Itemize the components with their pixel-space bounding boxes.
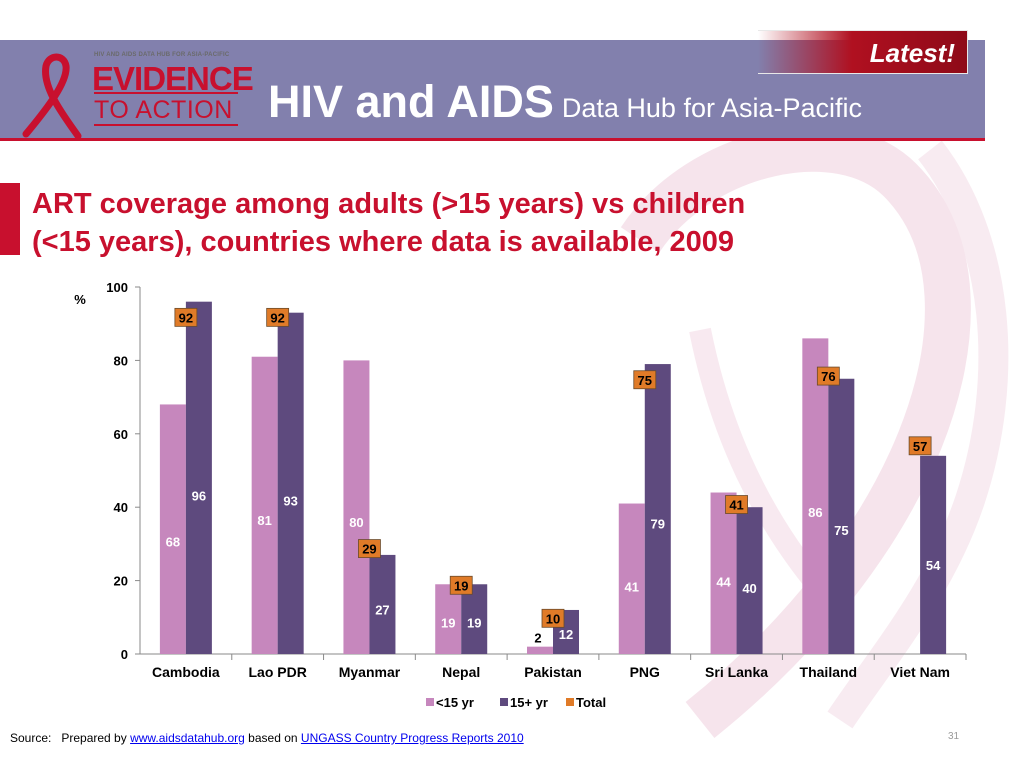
y-tick-label: 80 (114, 353, 128, 368)
slide-title-line2: (<15 years), countries where data is ava… (32, 226, 735, 258)
bar-adult-2 (369, 554, 396, 654)
y-tick-label: 20 (114, 574, 128, 589)
bar-adult-8 (920, 455, 947, 654)
bar-adult-7 (828, 378, 855, 654)
bar-adult-label-1: 93 (283, 493, 297, 508)
bar-adult-label-7: 75 (834, 523, 848, 538)
y-tick-label: 40 (114, 500, 128, 515)
logo-tagline: HIV AND AIDS DATA HUB FOR ASIA-PACIFIC (94, 52, 230, 58)
header-title-sub: Data Hub for Asia-Pacific (561, 93, 862, 123)
bar-adult-label-0: 96 (192, 488, 206, 503)
total-label-1: 92 (270, 310, 284, 325)
y-tick-label: 60 (114, 427, 128, 442)
legend-swatch-0 (426, 698, 434, 706)
bar-child-label-5: 41 (625, 579, 639, 594)
bar-adult-label-5: 79 (651, 517, 665, 532)
total-marker-4 (541, 608, 565, 628)
source-label: Source: (10, 731, 52, 745)
bar-child-label-4: 2 (534, 631, 541, 646)
total-label-7: 76 (821, 369, 835, 384)
bar-adult-3 (461, 584, 488, 654)
y-axis-title: % (74, 292, 86, 307)
header-divider (0, 138, 985, 141)
legend-label-0: <15 yr (436, 695, 474, 710)
bar-child-label-3: 19 (441, 616, 455, 631)
total-label-3: 19 (454, 578, 468, 593)
bar-child-6 (710, 492, 737, 654)
total-marker-7 (816, 366, 840, 386)
bar-child-7 (802, 338, 829, 654)
ungass-reports-link[interactable]: UNGASS Country Progress Reports 2010 (300, 731, 524, 745)
logo-line-evidence: EVIDENCE (92, 60, 254, 97)
bar-child-0 (159, 404, 186, 654)
based-on-text: based on (248, 731, 298, 745)
total-label-6: 41 (729, 498, 743, 513)
total-label-0: 92 (179, 310, 193, 325)
bar-child-4 (527, 646, 553, 654)
logo-rule-bottom (94, 124, 238, 126)
x-tick-label-5: PNG (630, 664, 660, 680)
logo-rule-top (94, 92, 238, 94)
slide-title: ART coverage among adults (>15 years) vs… (32, 185, 912, 261)
x-tick-label-3: Nepal (442, 664, 480, 680)
total-marker-0 (174, 307, 198, 327)
total-marker-6 (725, 495, 748, 514)
slide-title-line1: ART coverage among adults (>15 years) vs… (32, 188, 746, 220)
bar-adult-label-6: 40 (742, 581, 756, 596)
bar-child-2 (343, 360, 370, 654)
total-label-5: 75 (638, 373, 652, 388)
source-footer: Source: Prepared by www.aidsdatahub.org b… (10, 731, 524, 745)
bar-adult-5 (644, 364, 671, 654)
title-accent-bar (0, 183, 20, 255)
bar-adult-label-4: 12 (559, 627, 573, 642)
bar-child-label-2: 80 (349, 515, 363, 530)
bar-adult-label-8: 54 (926, 558, 941, 573)
y-tick-label: 100 (106, 280, 128, 295)
bar-child-5 (618, 503, 645, 654)
bar-adult-0 (185, 301, 212, 654)
header-title: HIV and AIDS Data Hub for Asia-Pacific (268, 76, 862, 128)
bar-child-label-1: 81 (257, 513, 271, 528)
y-tick-label: 0 (121, 647, 128, 662)
x-tick-label-6: Sri Lanka (705, 664, 768, 680)
bar-child-1 (251, 356, 278, 654)
total-marker-1 (266, 307, 290, 327)
legend-label-1: 15+ yr (510, 695, 548, 710)
aidsdatahub-link[interactable]: www.aidsdatahub.org (130, 731, 245, 745)
evidence-to-action-logo[interactable]: HIV AND AIDS DATA HUB FOR ASIA-PACIFIC E… (20, 44, 260, 140)
red-ribbon-icon (22, 53, 82, 138)
bar-adult-1 (277, 312, 304, 654)
legend-swatch-1 (500, 698, 508, 706)
logo-line-to-action: TO ACTION (94, 96, 233, 124)
page-number: 31 (948, 731, 960, 742)
total-marker-2 (358, 539, 381, 558)
bar-adult-label-3: 19 (467, 616, 481, 631)
bar-adult-6 (736, 507, 763, 654)
x-tick-label-8: Viet Nam (890, 664, 950, 680)
total-label-4: 10 (546, 611, 560, 626)
prepared-by-text: Prepared by (61, 731, 127, 745)
bar-child-3 (435, 584, 462, 654)
total-marker-5 (633, 370, 657, 390)
x-tick-label-0: Cambodia (152, 664, 220, 680)
bar-child-label-6: 44 (716, 574, 731, 589)
latest-badge[interactable]: Latest! (758, 30, 968, 74)
x-tick-label-7: Thailand (800, 664, 858, 680)
bar-adult-label-2: 27 (375, 602, 389, 617)
bar-child-label-0: 68 (166, 535, 180, 550)
total-marker-3 (449, 575, 473, 595)
legend-swatch-2 (566, 698, 574, 706)
total-marker-8 (908, 436, 932, 456)
header-title-main: HIV and AIDS (268, 76, 554, 127)
legend-label-2: Total (576, 695, 606, 710)
x-tick-label-2: Myanmar (339, 664, 401, 680)
total-label-8: 57 (913, 439, 927, 454)
total-label-2: 29 (362, 542, 376, 557)
bar-child-label-7: 86 (808, 505, 822, 520)
x-tick-label-1: Lao PDR (248, 664, 306, 680)
x-tick-label-4: Pakistan (524, 664, 582, 680)
